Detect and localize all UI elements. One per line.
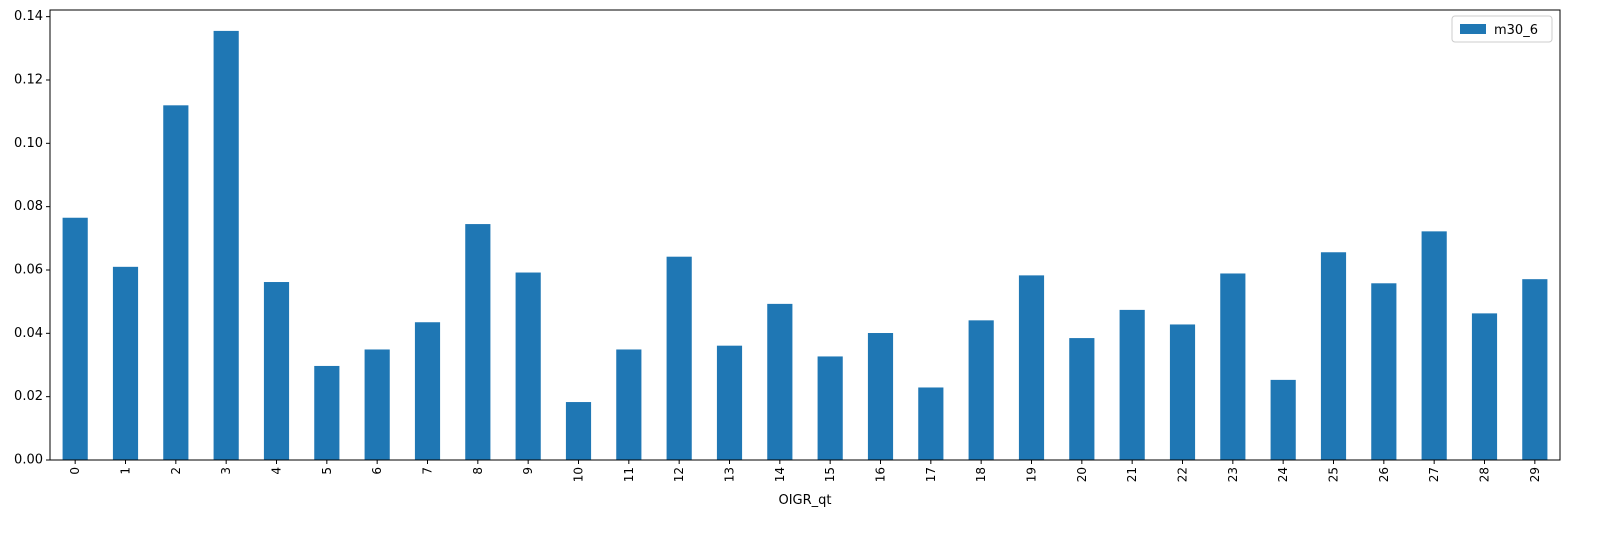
bar bbox=[414, 322, 441, 460]
bar bbox=[1169, 324, 1196, 460]
x-tick-label: 27 bbox=[1427, 467, 1441, 482]
bar bbox=[515, 272, 541, 460]
bar bbox=[1018, 275, 1045, 460]
x-tick-label: 4 bbox=[270, 467, 284, 475]
x-tick-label: 7 bbox=[421, 467, 435, 475]
x-tick-label: 19 bbox=[1025, 467, 1039, 482]
x-tick-label: 28 bbox=[1478, 467, 1492, 482]
bar bbox=[867, 333, 894, 460]
legend-swatch bbox=[1460, 24, 1486, 34]
bar bbox=[565, 402, 592, 460]
x-tick-label: 20 bbox=[1075, 467, 1089, 482]
bar bbox=[1471, 313, 1498, 460]
x-axis-ticks: 0 1 2 3 4 5 6 7 8 9 10 11 12 13 14 15 16 17 18 19 20 21 22 23 24… bbox=[68, 460, 1542, 482]
x-tick-label: 21 bbox=[1125, 467, 1139, 482]
y-tick-label: 0.12 bbox=[14, 72, 43, 87]
x-tick-label: 1 bbox=[119, 467, 133, 475]
x-tick-label: 17 bbox=[924, 467, 938, 482]
bar bbox=[465, 224, 491, 460]
x-tick-label: 8 bbox=[471, 467, 485, 475]
bar bbox=[364, 349, 390, 460]
y-tick-label: 0.14 bbox=[14, 9, 43, 24]
bar bbox=[213, 30, 239, 460]
bar bbox=[1069, 338, 1095, 460]
bar bbox=[163, 105, 189, 461]
y-tick-label: 0.08 bbox=[14, 199, 43, 214]
bar bbox=[112, 266, 139, 460]
x-tick-label: 12 bbox=[672, 467, 686, 482]
x-tick-label: 22 bbox=[1176, 467, 1190, 482]
y-tick-label: 0.06 bbox=[14, 262, 43, 277]
y-tick-label: 0.04 bbox=[14, 326, 43, 341]
bar bbox=[1220, 273, 1246, 460]
bar bbox=[918, 387, 944, 460]
x-tick-label: 14 bbox=[773, 467, 787, 482]
bar bbox=[767, 303, 793, 460]
x-tick-label: 10 bbox=[572, 467, 586, 482]
bar bbox=[1119, 309, 1145, 460]
x-axis-label: OIGR_qt bbox=[778, 493, 831, 508]
legend: m30_6 bbox=[1451, 15, 1553, 43]
x-tick-label: 5 bbox=[320, 467, 334, 475]
x-tick-label: 15 bbox=[823, 467, 837, 482]
y-tick-label: 0.00 bbox=[14, 453, 43, 468]
bar bbox=[1270, 379, 1296, 460]
x-tick-label: 0 bbox=[68, 467, 82, 475]
x-tick-label: 29 bbox=[1528, 467, 1542, 482]
bar bbox=[62, 217, 88, 460]
bar bbox=[817, 356, 843, 460]
bar bbox=[616, 349, 642, 460]
plot-frame bbox=[49, 9, 1561, 461]
x-tick-label: 24 bbox=[1276, 467, 1290, 482]
x-tick-label: 6 bbox=[370, 467, 384, 475]
legend-box bbox=[1451, 15, 1553, 43]
bar bbox=[1522, 279, 1548, 460]
bar bbox=[1320, 252, 1347, 460]
x-tick-label: 18 bbox=[974, 467, 988, 482]
x-tick-label: 3 bbox=[219, 467, 233, 475]
legend-label: m30_6 bbox=[1494, 23, 1538, 38]
bars-group bbox=[62, 30, 1548, 461]
bar bbox=[716, 345, 743, 460]
x-tick-label: 13 bbox=[723, 467, 737, 482]
bar bbox=[1371, 283, 1397, 460]
x-tick-label: 23 bbox=[1226, 467, 1240, 482]
x-tick-label: 16 bbox=[874, 467, 888, 482]
bar bbox=[968, 320, 994, 460]
y-tick-label: 0.02 bbox=[14, 389, 43, 404]
y-axis-ticks: 0.00 0.02 0.04 0.06 0.08 0.10 0.12 0.14 bbox=[14, 9, 50, 468]
bar bbox=[1421, 231, 1447, 460]
bar bbox=[666, 256, 692, 460]
x-tick-label: 2 bbox=[169, 467, 183, 475]
bar bbox=[263, 282, 290, 460]
x-tick-label: 26 bbox=[1377, 467, 1391, 482]
x-tick-label: 9 bbox=[521, 467, 535, 475]
x-tick-label: 25 bbox=[1327, 467, 1341, 482]
y-tick-label: 0.10 bbox=[14, 136, 43, 151]
bar bbox=[314, 365, 340, 460]
x-tick-label: 11 bbox=[622, 467, 636, 482]
